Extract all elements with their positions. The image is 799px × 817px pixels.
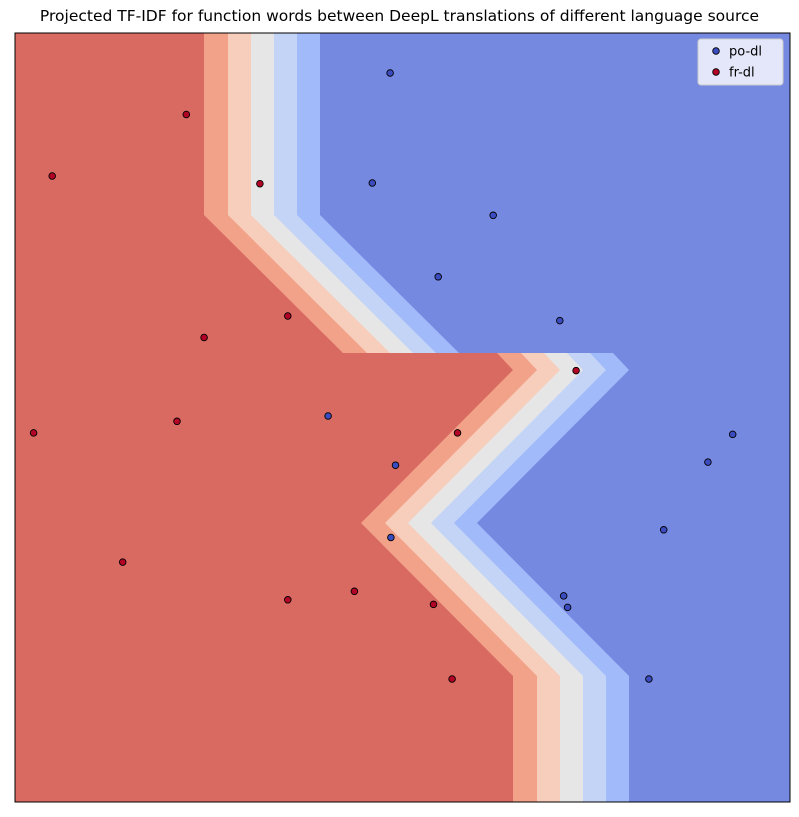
legend: po-dl fr-dl — [697, 38, 784, 86]
point-po-dl-12 — [563, 603, 572, 612]
region-fr-dl — [15, 33, 513, 802]
point-po-dl-2 — [489, 211, 497, 220]
point-po-dl-9 — [659, 526, 668, 534]
point-fr-dl-7 — [173, 417, 181, 426]
scatter-points — [29, 69, 737, 683]
point-po-dl-5 — [324, 412, 332, 420]
chart-title: Projected TF-IDF for function words betw… — [39, 7, 760, 25]
point-fr-dl-13 — [448, 675, 456, 683]
point-po-dl-8 — [704, 458, 712, 466]
point-fr-dl-9 — [118, 558, 127, 566]
plot-frame — [14, 32, 791, 803]
legend-marker-fr-dl — [712, 68, 720, 76]
legend-label-po-dl: po-dl — [729, 45, 762, 60]
point-fr-dl-11 — [284, 596, 292, 604]
point-fr-dl-6 — [29, 429, 38, 437]
point-po-dl-6 — [391, 461, 400, 469]
legend-marker-po-dl — [712, 47, 720, 55]
decision-boundary-contour — [15, 33, 790, 802]
point-fr-dl-12 — [429, 600, 438, 609]
point-po-dl-4 — [556, 316, 564, 325]
point-fr-dl-2 — [256, 179, 264, 188]
point-po-dl-11 — [559, 592, 568, 600]
point-fr-dl-8 — [453, 429, 462, 437]
point-fr-dl-3 — [284, 312, 292, 320]
point-po-dl-7 — [728, 430, 737, 439]
point-fr-dl-5 — [572, 366, 580, 375]
legend-label-fr-dl: fr-dl — [729, 66, 755, 81]
point-po-dl-3 — [434, 273, 442, 281]
point-po-dl-1 — [368, 179, 377, 187]
point-po-dl-0 — [386, 69, 394, 77]
point-fr-dl-0 — [182, 110, 191, 119]
point-fr-dl-10 — [350, 587, 359, 596]
point-po-dl-10 — [387, 533, 395, 542]
point-fr-dl-1 — [48, 172, 56, 180]
point-fr-dl-4 — [200, 333, 208, 342]
point-po-dl-13 — [645, 675, 653, 683]
